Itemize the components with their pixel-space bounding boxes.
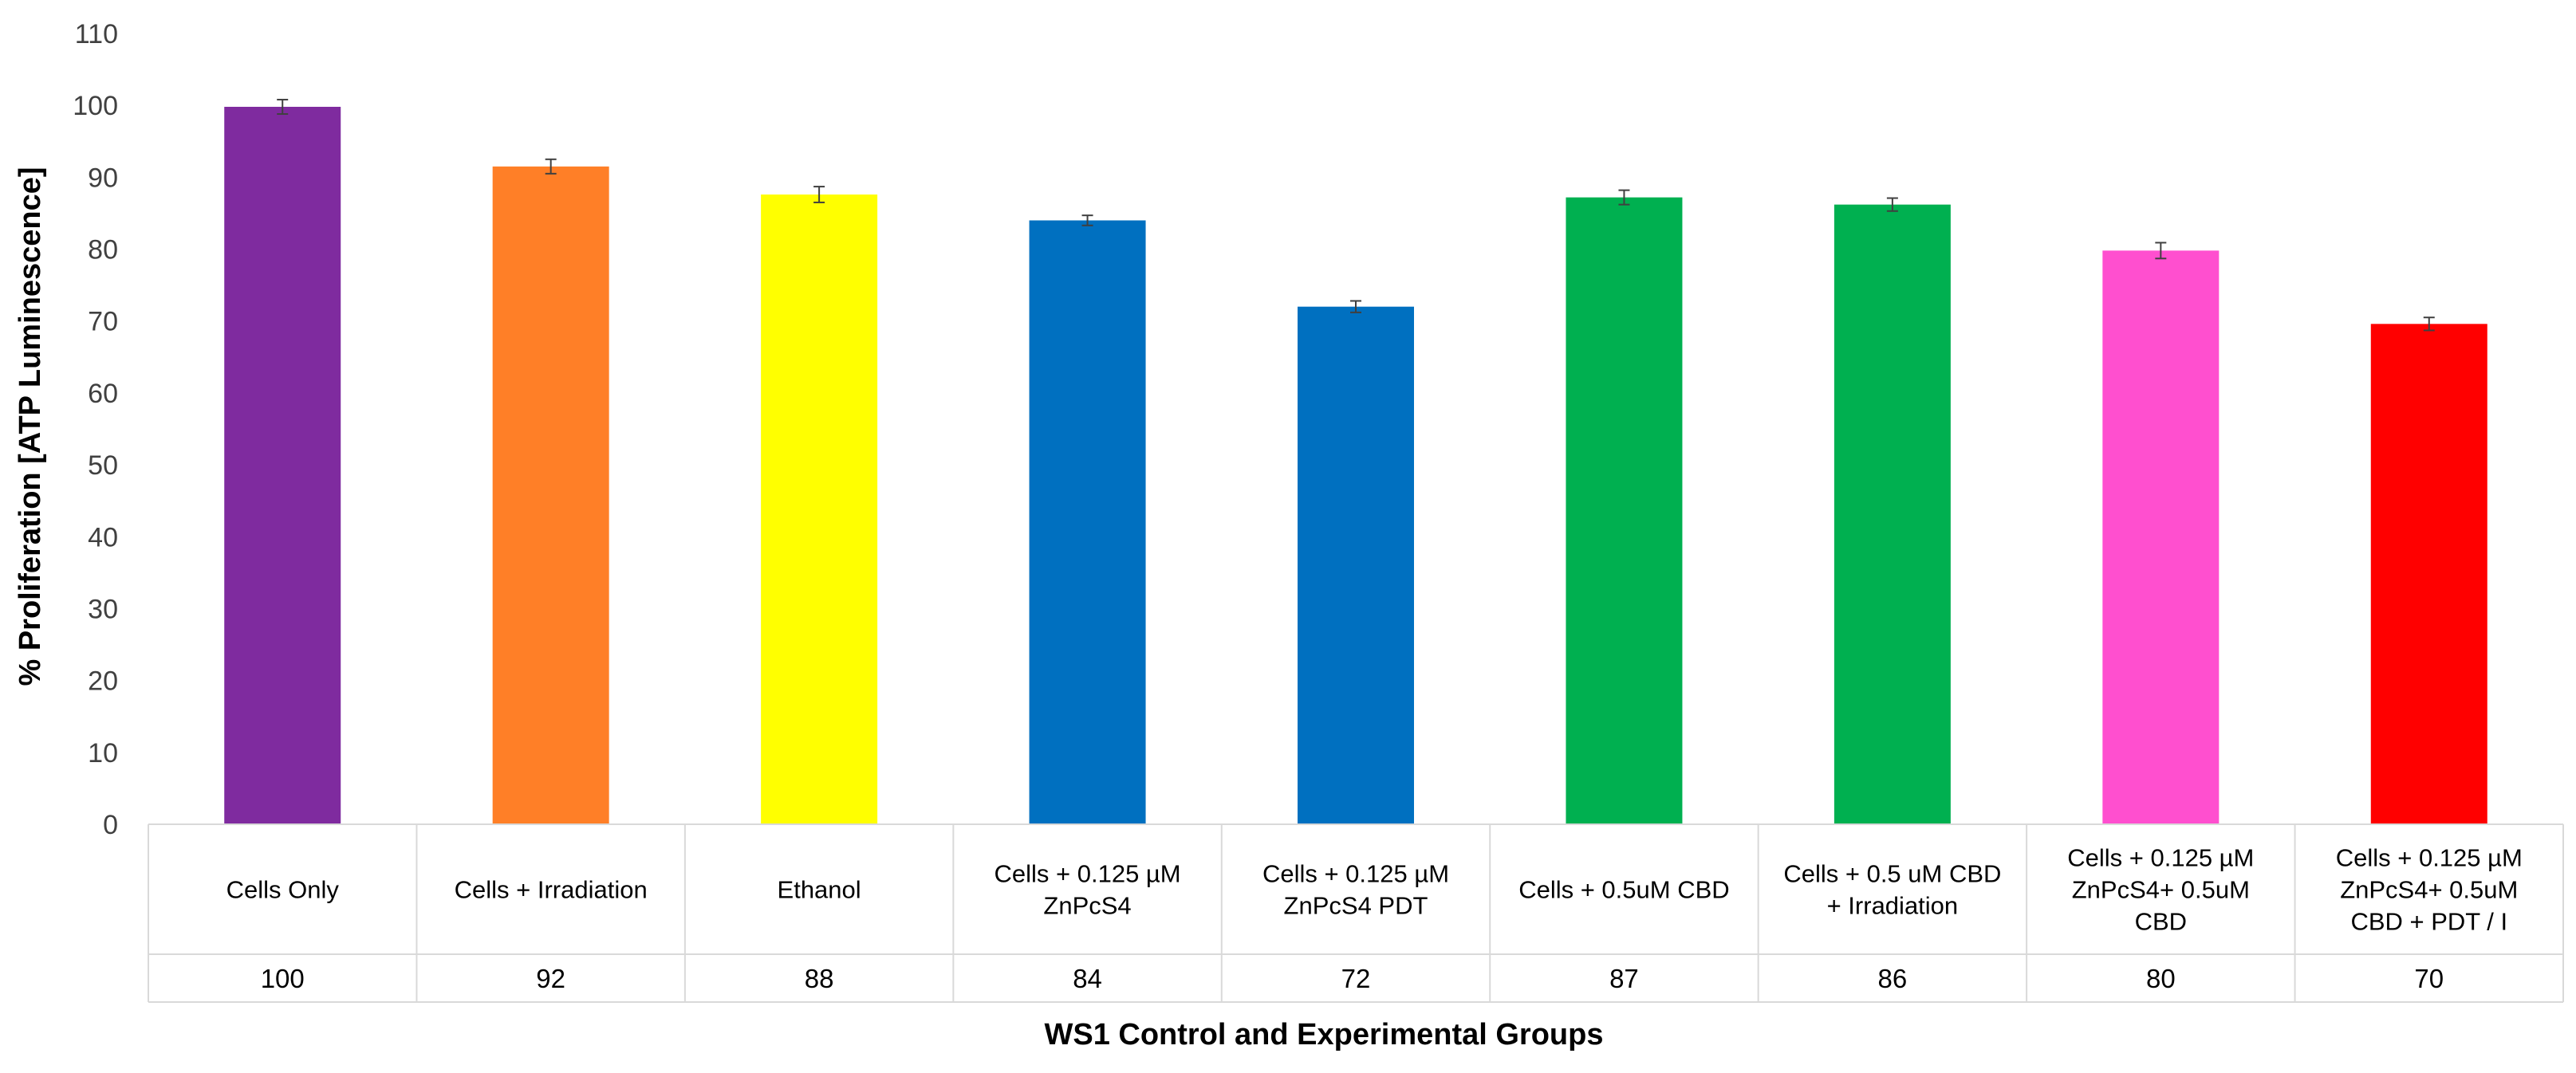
- value-label: 70: [2414, 964, 2444, 993]
- value-label: 84: [1073, 964, 1102, 993]
- bar: [492, 166, 609, 824]
- x-axis-title: WS1 Control and Experimental Groups: [1045, 1018, 1604, 1051]
- error-bars: [277, 98, 2435, 332]
- error-bar: [1081, 214, 1093, 226]
- bar: [1834, 204, 1951, 825]
- category-label: Ethanol: [778, 876, 861, 904]
- y-tick-label: 90: [88, 163, 118, 193]
- y-tick-label: 40: [88, 522, 118, 552]
- y-axis-ticks: 0 10 20 30 40 50 60 70 80 90 100 110: [73, 19, 118, 840]
- y-tick-label: 110: [75, 19, 118, 49]
- y-tick-label: 100: [73, 91, 118, 121]
- y-tick-label: 50: [88, 450, 118, 481]
- y-axis-title: % Proliferation [ATP Luminescence]: [14, 167, 47, 686]
- bar: [1566, 197, 1683, 824]
- bar: [1298, 306, 1414, 824]
- category-label: Cells + 0.125 µM ZnPcS4+ 0.5uM CBD: [2067, 844, 2254, 936]
- y-tick-label: 80: [88, 235, 118, 265]
- category-label: Cells + 0.5uM CBD: [1518, 876, 1729, 904]
- category-label: Cells Only: [226, 876, 340, 904]
- error-bar: [2423, 316, 2435, 332]
- value-label: 86: [1878, 964, 1908, 993]
- data-table: Cells Only 100 Cells + Irradiation 92 Ethano…: [148, 823, 2564, 1003]
- category-label: Cells + 0.125 µM ZnPcS4: [995, 860, 1181, 920]
- y-tick-label: 10: [88, 738, 118, 768]
- error-bar: [1886, 197, 1898, 212]
- value-label: 100: [261, 964, 305, 993]
- value-label: 87: [1609, 964, 1639, 993]
- error-bar: [1618, 189, 1630, 206]
- y-tick-label: 60: [88, 379, 118, 409]
- value-label: 88: [805, 964, 834, 993]
- y-tick-label: 0: [103, 810, 118, 840]
- value-label: 92: [536, 964, 565, 993]
- category-label: Cells + 0.125 µM ZnPcS4 PDT: [1262, 860, 1449, 920]
- error-bar: [2155, 242, 2167, 260]
- value-label: 80: [2146, 964, 2176, 993]
- bar: [2102, 250, 2220, 824]
- bar: [2370, 324, 2487, 824]
- bar: [1029, 220, 1146, 824]
- error-bar: [545, 158, 557, 175]
- category-label: Cells + 0.5 uM CBD + Irradiation: [1783, 860, 2001, 920]
- y-tick-label: 70: [88, 307, 118, 337]
- y-tick-label: 30: [88, 594, 118, 624]
- value-label: 72: [1341, 964, 1371, 993]
- bar: [224, 106, 341, 824]
- error-bar: [277, 98, 289, 116]
- category-label: Cells + Irradiation: [455, 876, 648, 904]
- error-bar: [1350, 300, 1361, 313]
- bars: [224, 106, 2487, 825]
- error-bar: [813, 186, 825, 203]
- y-tick-label: 20: [88, 666, 118, 697]
- category-label: Cells + 0.125 µM ZnPcS4+ 0.5uM CBD + PDT /…: [2336, 844, 2523, 936]
- bar: [761, 195, 878, 825]
